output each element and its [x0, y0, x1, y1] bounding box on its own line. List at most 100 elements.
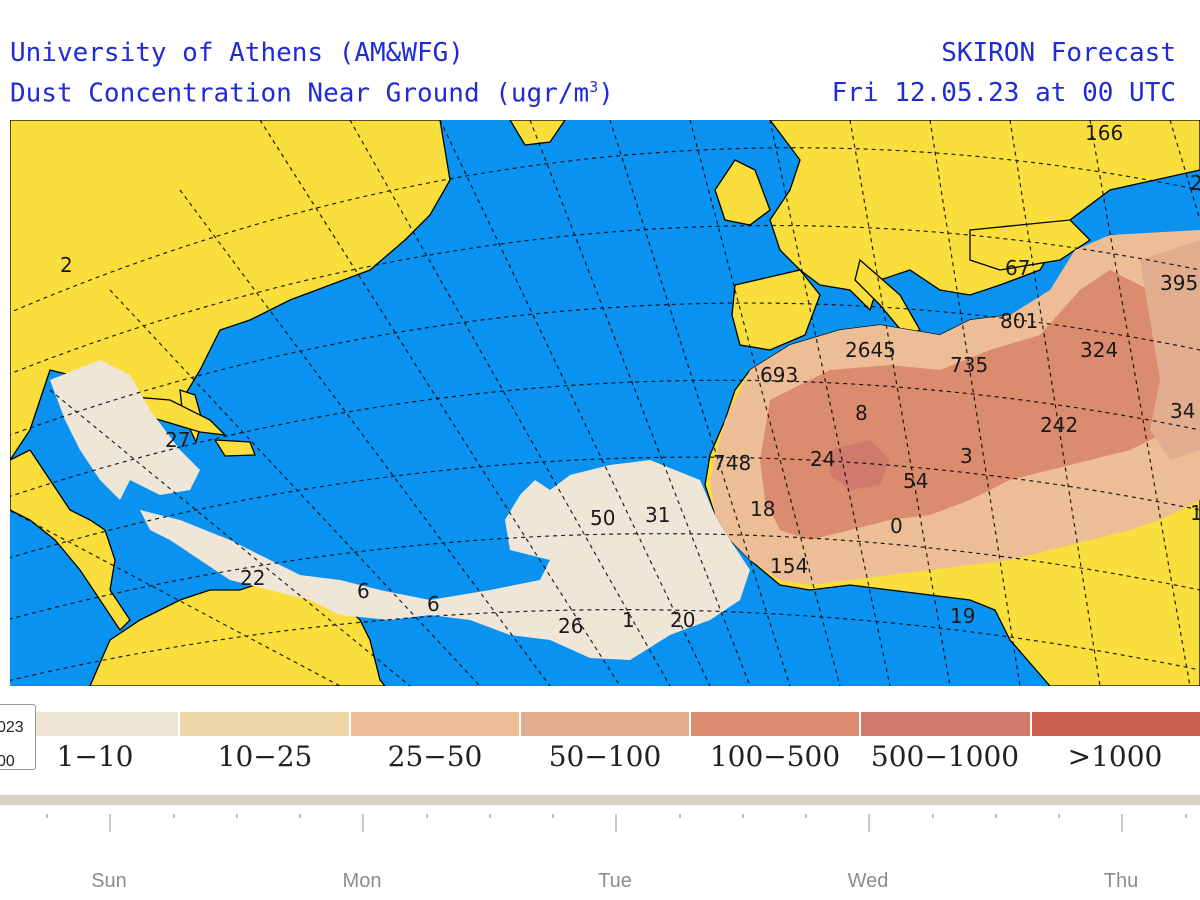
- legend-swatch-6: [861, 712, 1032, 736]
- map-label: 748: [713, 451, 751, 475]
- anatolia: [969, 219, 1092, 271]
- meridian-16: [1169, 120, 1200, 221]
- meridian-9: [609, 120, 791, 686]
- timeline-slider-track[interactable]: [0, 795, 1200, 805]
- map-label: 166: [1085, 121, 1123, 145]
- meridian-2: [49, 389, 411, 686]
- meridian-8: [529, 120, 751, 686]
- timeline-minor-tick: [995, 814, 997, 818]
- legend-swatch-1: [10, 712, 181, 736]
- timeline-major-tick: [109, 814, 111, 832]
- timeline-day-label[interactable]: Thu: [1103, 870, 1139, 892]
- parallel-3: [10, 302, 1200, 436]
- map-label: 54: [903, 469, 928, 493]
- timeline-major-tick: [1121, 814, 1123, 832]
- timeline-minor-tick: [1058, 814, 1060, 818]
- timeline-minor-tick: [173, 814, 175, 818]
- meridian-3: [109, 289, 481, 686]
- valid-time: Fri 12.05.23 at 00 UTC: [831, 78, 1176, 108]
- dust-east: [1140, 240, 1200, 460]
- map-label: 154: [770, 554, 808, 578]
- product-title: Dust Concentration Near Ground (ugr/m3): [10, 78, 614, 109]
- map-label: 6: [357, 579, 370, 603]
- date-tooltip-line1: 023: [0, 719, 24, 736]
- timeline-minor-tick: [805, 814, 807, 818]
- map-label: 50: [590, 506, 615, 530]
- british-isles: [714, 159, 771, 226]
- map-label: 324: [1080, 338, 1118, 362]
- timeline-minor-tick: [489, 814, 491, 818]
- map-label: 20: [670, 608, 695, 632]
- timeline-minor-tick: [552, 814, 554, 818]
- parallel-7: [10, 609, 1200, 681]
- map-label: 24: [810, 447, 835, 471]
- product-title-suffix: ): [598, 78, 614, 109]
- map-label: 34: [1170, 399, 1195, 423]
- timeline-major-tick: [868, 814, 870, 832]
- parallel-2: [10, 224, 1200, 375]
- map-label: 8: [855, 401, 868, 425]
- legend-labels: 1−10 10−25 25−50 50−100 100−500 500−1000…: [10, 740, 1200, 780]
- legend-label: 100−500: [709, 740, 841, 773]
- timeline-minor-tick: [1185, 814, 1187, 818]
- hispaniola: [213, 439, 256, 457]
- date-tooltip-line2: 00: [0, 753, 15, 770]
- meridian-7: [439, 120, 711, 686]
- meridian-1: [10, 509, 341, 686]
- timeline-major-tick: [362, 814, 364, 832]
- map-label: 2645: [845, 338, 896, 362]
- legend-label: 500−1000: [870, 740, 1020, 773]
- map-label: 22: [240, 566, 265, 590]
- timeline-minor-tick: [46, 814, 48, 818]
- timeline-minor-tick: [236, 814, 238, 818]
- product-title-prefix: Dust Concentration Near Ground (ugr/m: [10, 78, 590, 109]
- map-label: 1: [622, 608, 635, 632]
- parallel-1: [10, 147, 1200, 314]
- map-label: 1: [1190, 501, 1200, 525]
- iberia: [731, 269, 821, 351]
- product-title-superscript: 3: [589, 78, 599, 96]
- map-label: 395: [1160, 271, 1198, 295]
- map-label: 735: [950, 353, 988, 377]
- date-tooltip: 023 00: [0, 704, 36, 770]
- institution-title: University of Athens (AM&WFG): [10, 38, 464, 68]
- legend-label: 10−25: [217, 740, 313, 773]
- legend-label: 25−50: [387, 740, 483, 773]
- legend-color-strip: [10, 712, 1200, 736]
- meridian-11: [769, 120, 891, 686]
- map-label: 2: [1190, 171, 1200, 195]
- timeline-major-tick: [615, 814, 617, 832]
- legend-swatch-3: [350, 712, 521, 736]
- map-label: 801: [1000, 309, 1038, 333]
- map-label: 242: [1040, 413, 1078, 437]
- timeline-day-label[interactable]: Mon: [342, 870, 382, 892]
- legend-label: 50−100: [548, 740, 662, 773]
- greenland: [509, 120, 566, 146]
- map-label: 67: [1005, 256, 1030, 280]
- timeline-minor-tick: [299, 814, 301, 818]
- map-label: 27: [165, 428, 190, 452]
- legend-swatch-7: [1031, 712, 1200, 736]
- map-label: 19: [950, 604, 975, 628]
- timeline-minor-tick: [679, 814, 681, 818]
- map-label: 18: [750, 497, 775, 521]
- dust-caribbean-atlantic-plume: [50, 360, 750, 660]
- meridian-10: [689, 120, 841, 686]
- timeline-day-label[interactable]: Sun: [91, 870, 127, 892]
- map-label: 26: [558, 614, 583, 638]
- model-title: SKIRON Forecast: [941, 38, 1176, 68]
- timeline-minor-tick: [742, 814, 744, 818]
- legend-swatch-2: [180, 712, 351, 736]
- parallel-6: [10, 533, 1200, 620]
- map-label: 31: [645, 503, 670, 527]
- legend-swatch-5: [691, 712, 862, 736]
- legend-label: 1−10: [56, 740, 134, 773]
- timeline-day-label[interactable]: Wed: [847, 870, 889, 892]
- map-label: 0: [890, 514, 903, 538]
- map-label: 693: [760, 363, 798, 387]
- europe-landmass: [769, 120, 1200, 312]
- timeline-minor-tick: [932, 814, 934, 818]
- timeline-day-label[interactable]: Tue: [598, 870, 632, 892]
- meridian-4: [179, 189, 551, 686]
- map-label: 3: [960, 444, 973, 468]
